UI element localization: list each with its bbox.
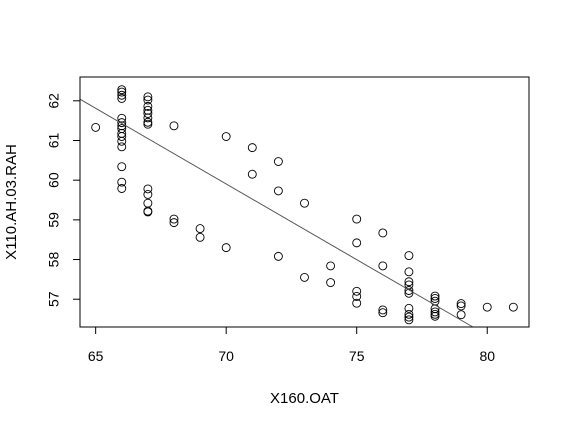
data-point: [117, 93, 127, 103]
x-tick-label: 65: [88, 348, 104, 364]
data-point: [430, 291, 440, 301]
y-axis: 57 58 59 60 61 62: [46, 93, 80, 307]
data-point: [378, 228, 388, 238]
data-point: [404, 303, 414, 313]
data-point: [117, 87, 127, 97]
y-tick-label: 57: [46, 291, 62, 307]
data-point: [326, 261, 336, 271]
data-point: [143, 101, 153, 111]
data-point: [91, 122, 101, 132]
data-point: [378, 305, 388, 315]
data-point: [143, 198, 153, 208]
data-point: [221, 243, 231, 253]
data-point: [169, 218, 179, 228]
data-point: [404, 288, 414, 298]
y-tick-label: 61: [46, 132, 62, 148]
data-point: [117, 85, 127, 95]
data-point: [378, 261, 388, 271]
data-point: [482, 302, 492, 312]
x-axis: 65 70 75 80: [88, 327, 495, 364]
data-point: [247, 143, 257, 153]
plot-frame: [79, 76, 530, 328]
data-point: [117, 90, 127, 100]
data-point: [117, 113, 127, 123]
y-axis-label: X110.AH.03.RAH: [3, 144, 20, 260]
data-point: [508, 302, 518, 312]
data-point: [117, 142, 127, 152]
data-point: [169, 214, 179, 224]
x-tick-label: 70: [218, 348, 234, 364]
y-tick-label: 59: [46, 212, 62, 228]
x-tick-label: 75: [349, 348, 365, 364]
data-point: [117, 132, 127, 141]
data-point: [352, 238, 362, 248]
regression-line: [79, 98, 474, 328]
data-point: [404, 251, 414, 261]
x-axis-label: X160.OAT: [270, 390, 339, 407]
data-point: [404, 267, 414, 277]
data-point: [352, 214, 362, 224]
data-point: [352, 286, 362, 296]
data-point: [456, 310, 466, 320]
data-point: [221, 132, 231, 141]
data-point: [143, 207, 153, 217]
data-point: [352, 298, 362, 308]
data-point: [117, 184, 127, 193]
x-tick-label: 80: [479, 348, 495, 364]
data-point: [143, 105, 153, 115]
data-point: [143, 113, 153, 123]
data-point: [143, 117, 153, 127]
data-point: [143, 95, 153, 105]
data-point: [404, 312, 414, 322]
data-point: [430, 307, 440, 317]
data-point: [430, 311, 440, 321]
data-point: [273, 186, 283, 196]
data-point: [143, 190, 153, 199]
data-point: [378, 308, 388, 318]
points-layer: [91, 85, 518, 325]
data-point: [195, 224, 205, 234]
data-point: [273, 251, 283, 261]
data-point: [430, 293, 440, 303]
data-point: [273, 157, 283, 166]
data-point: [352, 291, 362, 301]
y-tick-label: 58: [46, 252, 62, 268]
y-tick-label: 60: [46, 172, 62, 188]
data-point: [117, 118, 127, 128]
y-tick-label: 62: [46, 93, 62, 109]
data-point: [430, 309, 440, 319]
data-point: [169, 121, 179, 131]
data-point: [300, 272, 309, 282]
data-point: [195, 232, 205, 242]
data-point: [326, 278, 336, 288]
data-point: [247, 169, 257, 179]
data-point: [143, 119, 153, 129]
data-point: [404, 277, 414, 287]
data-point: [404, 309, 414, 319]
data-point: [117, 162, 127, 172]
data-point: [404, 286, 414, 295]
data-point: [117, 177, 127, 187]
data-point: [117, 136, 127, 146]
data-point: [300, 198, 309, 208]
data-point: [456, 301, 466, 311]
data-point: [143, 184, 153, 194]
data-point: [143, 92, 153, 102]
data-point: [404, 315, 414, 325]
data-point: [456, 299, 466, 309]
data-point: [143, 109, 153, 118]
